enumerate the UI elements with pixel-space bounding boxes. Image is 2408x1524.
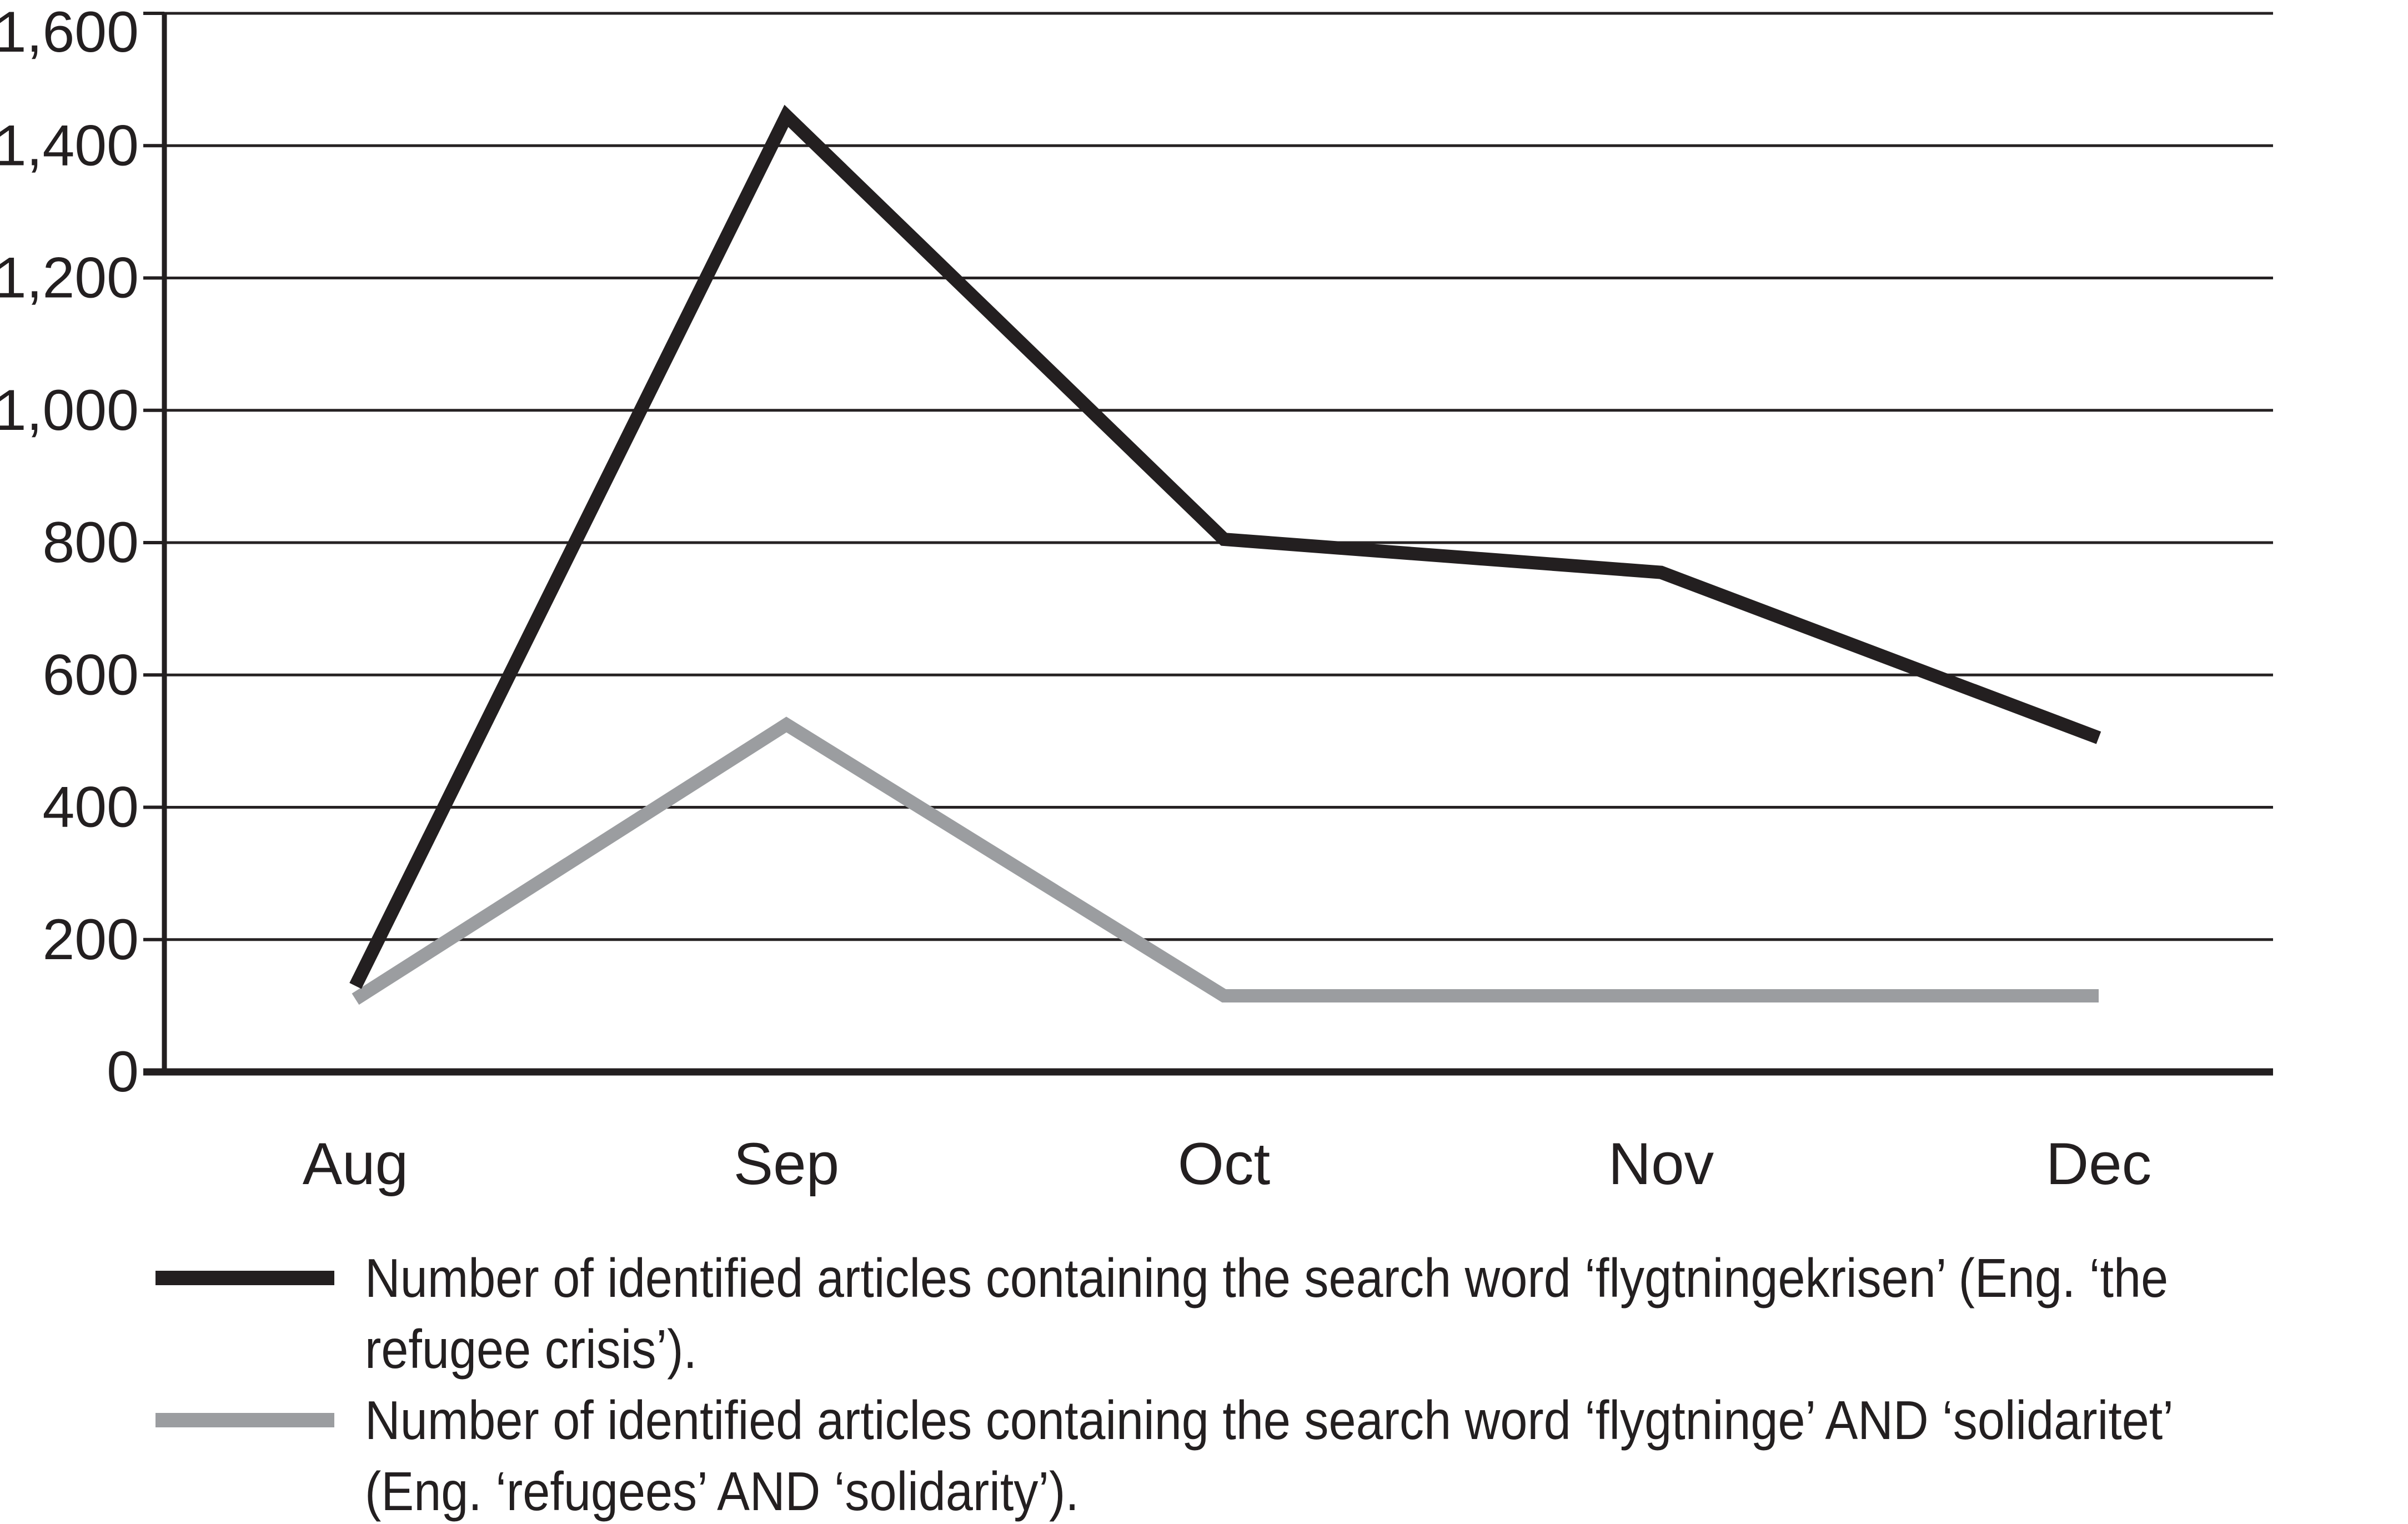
x-axis-label-nov: Nov <box>1608 1130 1714 1197</box>
legend-label-line-1: Number of identified articles containing… <box>365 1390 2174 1451</box>
legend-swatch-black-line <box>155 1271 334 1285</box>
legend-label: Number of identified articles containing… <box>365 1242 2168 1385</box>
legend-label-line-2: (Eng. ‘refugees’ AND ‘solidarity’). <box>365 1461 1079 1522</box>
y-axis-tick-label: 1,000 <box>0 378 139 443</box>
y-axis-tick-label: 200 <box>42 908 139 972</box>
legend-item-flygtninge-solidaritet: Number of identified articles containing… <box>155 1385 2377 1524</box>
y-axis-tick-label: 1,200 <box>0 246 139 310</box>
legend-label: Number of identified articles containing… <box>365 1385 2174 1524</box>
y-axis-tick-label: 400 <box>42 775 139 840</box>
legend-swatch-gray-line <box>155 1413 334 1427</box>
x-axis-label-dec: Dec <box>2046 1130 2151 1197</box>
y-axis-tick-label: 0 <box>107 1040 139 1104</box>
y-axis-tick-label: 600 <box>42 643 139 707</box>
x-axis-label-sep: Sep <box>734 1130 839 1197</box>
x-axis-label-oct: Oct <box>1178 1130 1270 1197</box>
y-axis-tick-label: 1,600 <box>0 0 139 64</box>
y-axis-tick-label: 800 <box>42 510 139 575</box>
legend-label-line-2: refugee crisis’). <box>365 1319 697 1380</box>
y-axis-tick-label: 1,400 <box>0 113 139 178</box>
legend: Number of identified articles containing… <box>155 1242 2377 1524</box>
series-line-flygtninge-solidaritet <box>352 716 2099 1005</box>
legend-label-line-1: Number of identified articles containing… <box>365 1247 2169 1309</box>
series-line-flygtningekrisen <box>349 104 2101 989</box>
legend-item-flygtningekrisen: Number of identified articles containing… <box>155 1242 2377 1385</box>
x-axis-label-aug: Aug <box>303 1130 408 1197</box>
